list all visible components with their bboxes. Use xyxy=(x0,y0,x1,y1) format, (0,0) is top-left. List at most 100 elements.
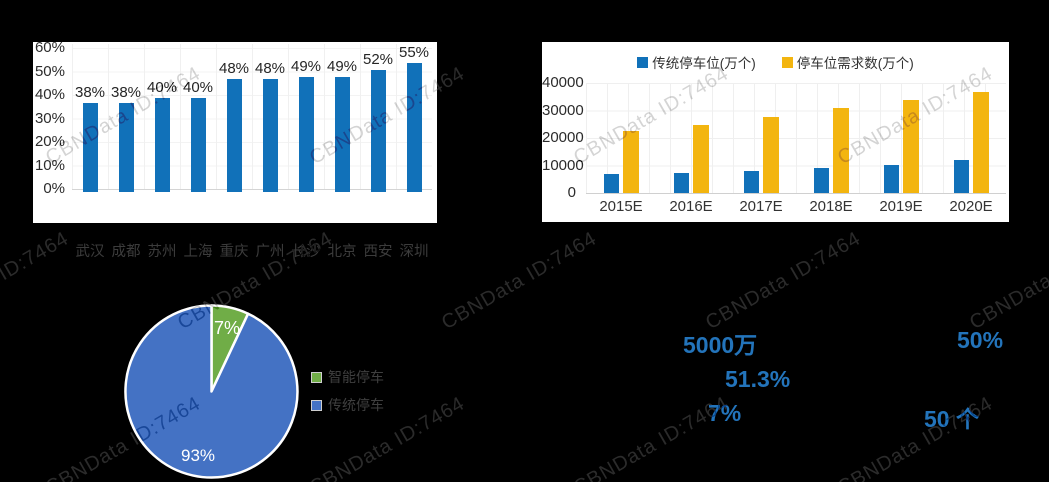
bar-traditional xyxy=(673,172,689,193)
bar-value-label: 38% xyxy=(110,83,142,101)
y-tick-label: 40000 xyxy=(542,74,584,91)
pie-chart xyxy=(120,300,303,482)
legend-item-demand: 停车位需求数(万个) xyxy=(781,52,914,72)
bar-value-label: 40% xyxy=(146,79,178,97)
bar-column: 48% xyxy=(252,60,288,193)
bar-traditional xyxy=(743,171,759,193)
pie-slice-traditional xyxy=(124,304,299,479)
y-tick-label: 50% xyxy=(34,62,65,80)
bar-series: 38% 38% 40% 40% 48% 48% 49% 49% 52% 55% xyxy=(72,44,432,193)
bar-demand xyxy=(622,131,639,193)
watermark-text: CBNData ID:7464 xyxy=(966,227,1049,335)
pie-slice-label-smart: 7% xyxy=(214,318,241,338)
bar xyxy=(190,98,206,193)
bar xyxy=(82,102,98,193)
y-tick-label: 0 xyxy=(567,184,576,201)
bar-value-label: 55% xyxy=(398,44,430,61)
watermark-text: CBNData ID:7464 xyxy=(438,0,601,5)
pie-legend-item-traditional: 传统停车 xyxy=(311,395,384,415)
bar-value-label: 48% xyxy=(218,60,250,78)
legend-label: 传统停车位(万个) xyxy=(652,56,756,71)
x-axis-labels: 2015E 2016E 2017E 2018E 2019E 2020E xyxy=(586,198,1006,215)
bar xyxy=(406,63,422,193)
watermark-text: CBNData ID:7464 xyxy=(0,227,73,334)
x-tick-label: 成都 xyxy=(111,244,141,260)
x-tick-label: 北京 xyxy=(327,244,357,260)
bar-value-label: 49% xyxy=(326,58,358,76)
bar-group xyxy=(936,91,1006,193)
pie-svg xyxy=(124,304,299,479)
bar-demand xyxy=(762,117,779,193)
bar xyxy=(154,98,170,193)
x-tick-label: 深圳 xyxy=(399,244,429,260)
bar-column: 38% xyxy=(72,83,108,193)
bar-traditional xyxy=(603,173,619,193)
x-tick-label: 2020E xyxy=(949,198,993,215)
bar-value-label: 40% xyxy=(182,79,214,97)
bar-column: 40% xyxy=(180,79,216,193)
bar-traditional xyxy=(813,167,829,193)
watermark-text: CBNData ID:7464 xyxy=(702,0,865,5)
x-tick-label: 重庆 xyxy=(219,244,249,260)
x-tick-label: 2017E xyxy=(739,198,783,215)
bar-traditional xyxy=(883,164,899,193)
y-tick-label: 0% xyxy=(43,180,65,197)
legend-swatch-blue-icon xyxy=(311,399,322,411)
bar xyxy=(226,79,242,193)
x-tick-label: 2016E xyxy=(669,198,713,215)
watermark-text: CBNData ID:7464 xyxy=(438,227,601,335)
bar-value-label: 49% xyxy=(290,58,322,76)
y-tick-label: 20000 xyxy=(542,129,584,146)
pie-legend-label: 智能停车 xyxy=(328,369,384,385)
x-tick-label: 西安 xyxy=(363,244,393,260)
y-tick-label: 30000 xyxy=(542,101,584,119)
stat-value: 51.3% xyxy=(725,366,791,392)
stat-value: 5000万 xyxy=(683,332,758,358)
bar xyxy=(334,77,350,193)
watermark-text: CBNData ID:7464 xyxy=(174,0,337,5)
y-tick-label: 30% xyxy=(34,109,65,127)
y-tick-label: 10% xyxy=(34,156,65,174)
watermark-text: CBNData ID:7464 xyxy=(0,0,73,5)
y-tick-label: 60% xyxy=(34,39,65,56)
bar-value-label: 38% xyxy=(74,83,106,101)
bar-column: 52% xyxy=(360,51,396,193)
bar-group xyxy=(656,124,726,193)
x-tick-label: 苏州 xyxy=(147,244,177,260)
plot-area xyxy=(586,83,1006,194)
city-bar-chart-panel: 60% 50% 40% 30% 20% 10% 0% 38% 38% 40% 40% 48% 48% 4… xyxy=(33,39,437,260)
supply-demand-chart-panel: 传统停车位(万个) 停车位需求数(万个) 40000 30000 20000 1000… xyxy=(542,42,1009,222)
stat-value: 50 个 xyxy=(924,406,979,432)
bar-group xyxy=(796,108,866,193)
x-tick-label: 2015E xyxy=(599,198,643,215)
x-axis-labels: 武汉 成都 苏州 上海 重庆 广州 长沙 北京 西安 深圳 xyxy=(72,240,432,261)
pie-legend-label: 传统停车 xyxy=(328,397,384,413)
legend-item-traditional: 传统停车位(万个) xyxy=(637,52,756,72)
bar xyxy=(298,77,314,193)
bar xyxy=(262,79,278,193)
x-tick-label: 广州 xyxy=(255,244,285,260)
bar-value-label: 48% xyxy=(254,60,286,78)
stat-value: 50% xyxy=(957,327,1004,353)
bar-column: 49% xyxy=(324,58,360,193)
bar-demand xyxy=(972,91,989,193)
chart-legend: 传统停车位(万个) 停车位需求数(万个) xyxy=(542,52,1009,72)
y-tick-label: 40% xyxy=(34,86,65,103)
bar-column: 55% xyxy=(396,44,432,193)
pie-slice-label-traditional: 93% xyxy=(181,446,216,465)
x-tick-label: 2018E xyxy=(809,198,853,215)
x-tick-label: 武汉 xyxy=(75,244,105,260)
legend-swatch-blue-icon xyxy=(637,56,649,68)
pie-legend-item-smart: 智能停车 xyxy=(311,367,384,387)
bar-groups xyxy=(586,83,1006,193)
stat-value: 7% xyxy=(708,400,742,426)
pie-legend: 智能停车 传统停车 xyxy=(311,367,384,415)
bar-demand xyxy=(832,108,849,193)
bar-group xyxy=(586,131,656,193)
bar-demand xyxy=(902,100,919,193)
bar-column: 49% xyxy=(288,58,324,193)
x-tick-label: 长沙 xyxy=(291,244,321,260)
y-tick-label: 10000 xyxy=(542,156,584,174)
bar-group xyxy=(726,117,796,193)
